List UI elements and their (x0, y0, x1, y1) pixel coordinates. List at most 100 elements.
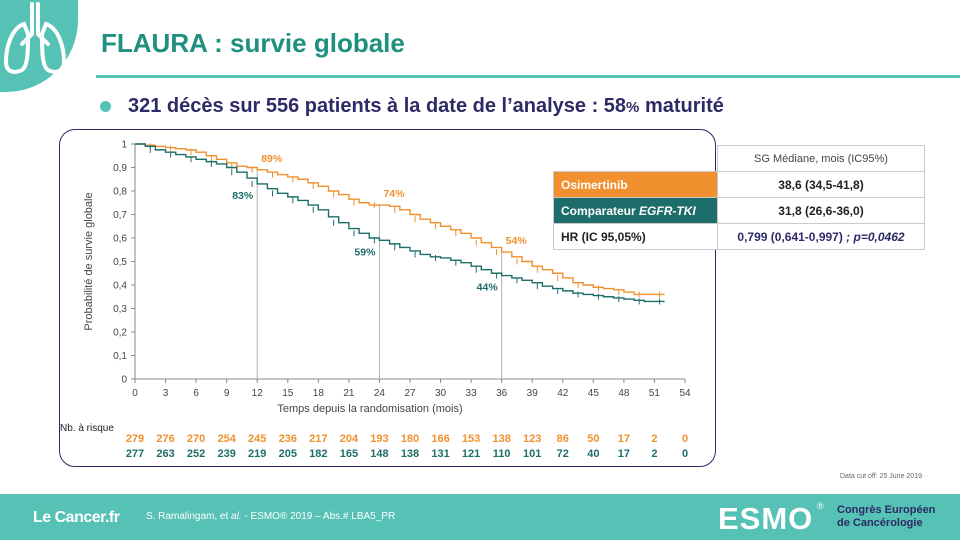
landmark-label: 44% (477, 282, 499, 294)
table-corner-cell (553, 145, 718, 172)
risk-count-comparator: 40 (587, 448, 599, 460)
y-tick-label: 0,1 (113, 351, 127, 362)
x-tick-label: 27 (404, 388, 416, 399)
risk-count-osimertinib: 50 (587, 433, 599, 445)
row-label-comparator-emphasis: EGFR-TKI (639, 203, 696, 218)
footer-bar: Le Cancer.fr S. Ramalingam, et al. - ESM… (0, 494, 960, 540)
risk-count-osimertinib: 86 (557, 433, 569, 445)
y-tick-label: 0 (121, 375, 127, 386)
citation: S. Ramalingam, et al. - ESMO® 2019 – Abs… (146, 511, 395, 522)
x-tick-label: 39 (527, 388, 539, 399)
risk-count-osimertinib: 2 (651, 433, 657, 445)
landmark-label: 74% (383, 188, 405, 200)
risk-count-osimertinib: 166 (431, 433, 449, 445)
km-curve-0 (135, 143, 665, 296)
risk-count-comparator: 17 (618, 448, 630, 460)
risk-count-comparator: 205 (279, 448, 297, 460)
risk-count-osimertinib: 153 (462, 433, 480, 445)
x-tick-label: 9 (224, 388, 230, 399)
subtitle-percent-sign: % (626, 99, 640, 116)
risk-count-comparator: 148 (370, 448, 388, 460)
risk-count-comparator: 131 (431, 448, 449, 460)
risk-count-comparator: 252 (187, 448, 205, 460)
subtitle-tail: maturité (639, 95, 724, 117)
risk-count-comparator: 72 (557, 448, 569, 460)
congress-line-2: de Cancérologie (837, 517, 923, 529)
median-os-table: SG Médiane, mois (IC95%) Osimertinib 38,… (553, 145, 925, 250)
landmark-label: 83% (232, 190, 254, 202)
risk-count-comparator: 121 (462, 448, 480, 460)
table-row-hr: HR (IC 95,05%) 0,799 (0,641-0,997) ; p=0… (553, 223, 925, 250)
x-tick-label: 30 (435, 388, 447, 399)
x-tick-label: 18 (313, 388, 325, 399)
risk-count-comparator: 110 (493, 448, 511, 460)
risk-count-comparator: 101 (523, 448, 541, 460)
risk-count-osimertinib: 0 (682, 433, 688, 445)
x-tick-label: 42 (557, 388, 569, 399)
chart-frame (59, 129, 716, 467)
data-cutoff-note: Data cut off: 25 June 2019 (840, 473, 922, 480)
y-tick-label: 0,2 (113, 328, 127, 339)
risk-count-osimertinib: 204 (340, 433, 359, 445)
risk-count-comparator: 219 (248, 448, 266, 460)
risk-count-comparator: 138 (401, 448, 419, 460)
table-header: SG Médiane, mois (IC95%) (717, 145, 925, 172)
bullet-dot (100, 101, 111, 112)
row-value-osimertinib: 38,6 (34,5-41,8) (717, 171, 925, 198)
y-tick-label: 0,7 (113, 210, 127, 221)
risk-count-comparator: 277 (126, 448, 144, 460)
x-axis-label: Temps depuis la randomisation (mois) (277, 403, 462, 415)
lung-badge (0, 0, 78, 92)
hr-pvalue: ; p=0,0462 (842, 229, 905, 244)
subtitle-main: 321 décès sur 556 patients à la date de … (128, 95, 627, 117)
row-value-hr: 0,799 (0,641-0,997) ; p=0,0462 (717, 223, 925, 250)
x-tick-label: 33 (466, 388, 478, 399)
risk-count-osimertinib: 123 (523, 433, 541, 445)
row-value-comparator: 31,8 (26,6-36,0) (717, 197, 925, 224)
risk-count-osimertinib: 270 (187, 433, 205, 445)
x-tick-label: 48 (618, 388, 630, 399)
risk-count-comparator: 239 (217, 448, 235, 460)
slide-title: FLAURA : survie globale (101, 28, 405, 58)
x-tick-label: 6 (193, 388, 199, 399)
y-tick-label: 1 (121, 140, 127, 151)
x-tick-label: 3 (163, 388, 169, 399)
km-survival-chart: 00,10,20,30,40,50,60,70,80,910 3 6 9 12 15 18 2… (60, 140, 691, 461)
esmo-logo: ESMO (718, 501, 814, 536)
row-label-osimertinib: Osimertinib (553, 171, 718, 198)
risk-count-comparator: 0 (682, 448, 688, 460)
risk-table-label: Nb. à risque (60, 423, 114, 434)
x-tick-label: 21 (343, 388, 355, 399)
landmark-label: 89% (261, 153, 283, 165)
x-tick-label: 51 (649, 388, 661, 399)
x-tick-label: 15 (282, 388, 294, 399)
esmo-registered-mark: ® (817, 501, 824, 511)
x-tick-label: 54 (679, 388, 691, 399)
table-row-comparator: Comparateur EGFR-TKI 31,8 (26,6-36,0) (553, 197, 925, 224)
risk-count-comparator: 165 (340, 448, 358, 460)
landmark-label: 59% (354, 246, 376, 258)
y-tick-label: 0,6 (113, 234, 127, 245)
x-tick-label: 24 (374, 388, 386, 399)
risk-count-osimertinib: 279 (126, 433, 144, 445)
y-tick-label: 0,3 (113, 304, 127, 315)
citation-source: - ESMO® 2019 – Abs.# LBA5_PR (241, 511, 396, 522)
risk-count-osimertinib: 276 (156, 433, 174, 445)
table-row-osimertinib: Osimertinib 38,6 (34,5-41,8) (553, 171, 925, 198)
congress-line-1: Congrès Européen (837, 504, 936, 516)
citation-etal: al. (231, 511, 242, 522)
x-tick-label: 12 (252, 388, 264, 399)
y-tick-label: 0,5 (113, 257, 127, 268)
risk-count-osimertinib: 254 (217, 433, 236, 445)
lungs-icon (3, 2, 67, 74)
risk-count-osimertinib: 217 (309, 433, 327, 445)
subtitle: 321 décès sur 556 patients à la date de … (128, 95, 724, 118)
y-axis-label: Probabilité de survie globale (83, 192, 95, 330)
y-tick-label: 0,8 (113, 187, 127, 198)
risk-count-osimertinib: 138 (492, 433, 510, 445)
risk-count-osimertinib: 245 (248, 433, 266, 445)
risk-count-osimertinib: 236 (279, 433, 297, 445)
row-label-hr: HR (IC 95,05%) (553, 223, 718, 250)
risk-count-comparator: 2 (651, 448, 657, 460)
x-tick-label: 45 (588, 388, 600, 399)
